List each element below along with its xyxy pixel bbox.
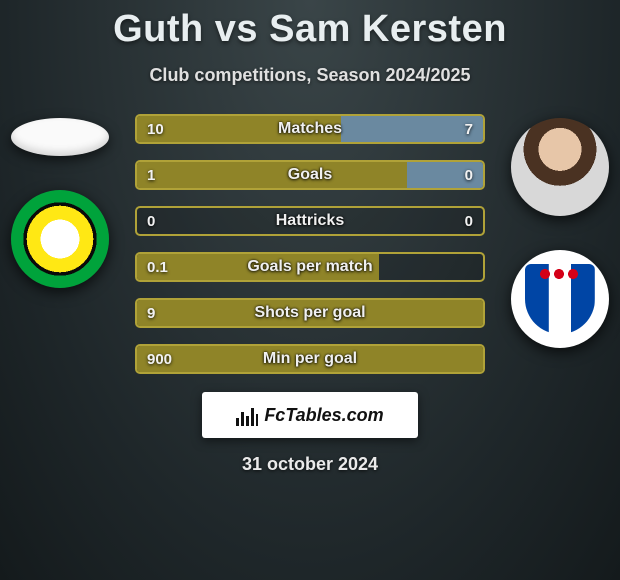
stat-value-left: 0 bbox=[137, 208, 165, 234]
stat-row: Shots per goal9 bbox=[135, 298, 485, 328]
stat-fill-right bbox=[341, 116, 483, 142]
logo-text: FcTables.com bbox=[264, 405, 383, 426]
stat-fill-left bbox=[137, 346, 483, 372]
stat-fill-left bbox=[137, 254, 379, 280]
left-player-column bbox=[10, 118, 110, 288]
stat-row: Matches107 bbox=[135, 114, 485, 144]
club-badge-left bbox=[11, 190, 109, 288]
subtitle: Club competitions, Season 2024/2025 bbox=[0, 65, 620, 86]
stat-value-right: 0 bbox=[455, 208, 483, 234]
stat-fill-left bbox=[137, 162, 407, 188]
stat-value-right bbox=[463, 254, 483, 280]
stat-fill-left bbox=[137, 300, 483, 326]
stat-fill-left bbox=[137, 116, 341, 142]
stat-row: Hattricks0 0 bbox=[135, 206, 485, 236]
player-left-placeholder bbox=[11, 118, 109, 156]
stat-row: Goals10 bbox=[135, 160, 485, 190]
club-badge-right bbox=[511, 250, 609, 348]
date-label: 31 october 2024 bbox=[0, 454, 620, 475]
logo-mark-icon bbox=[236, 404, 258, 426]
player-right-photo bbox=[511, 118, 609, 216]
stat-fill-right bbox=[407, 162, 483, 188]
page-title: Guth vs Sam Kersten bbox=[0, 0, 620, 51]
stat-row: Min per goal900 bbox=[135, 344, 485, 374]
stat-label: Hattricks bbox=[137, 208, 483, 234]
fctables-logo: FcTables.com bbox=[202, 392, 418, 438]
stat-row: Goals per match0.1 bbox=[135, 252, 485, 282]
right-player-column bbox=[510, 118, 610, 348]
stat-bars: Matches107 Goals10 Hattricks0 0 Goals per ma… bbox=[135, 114, 485, 374]
